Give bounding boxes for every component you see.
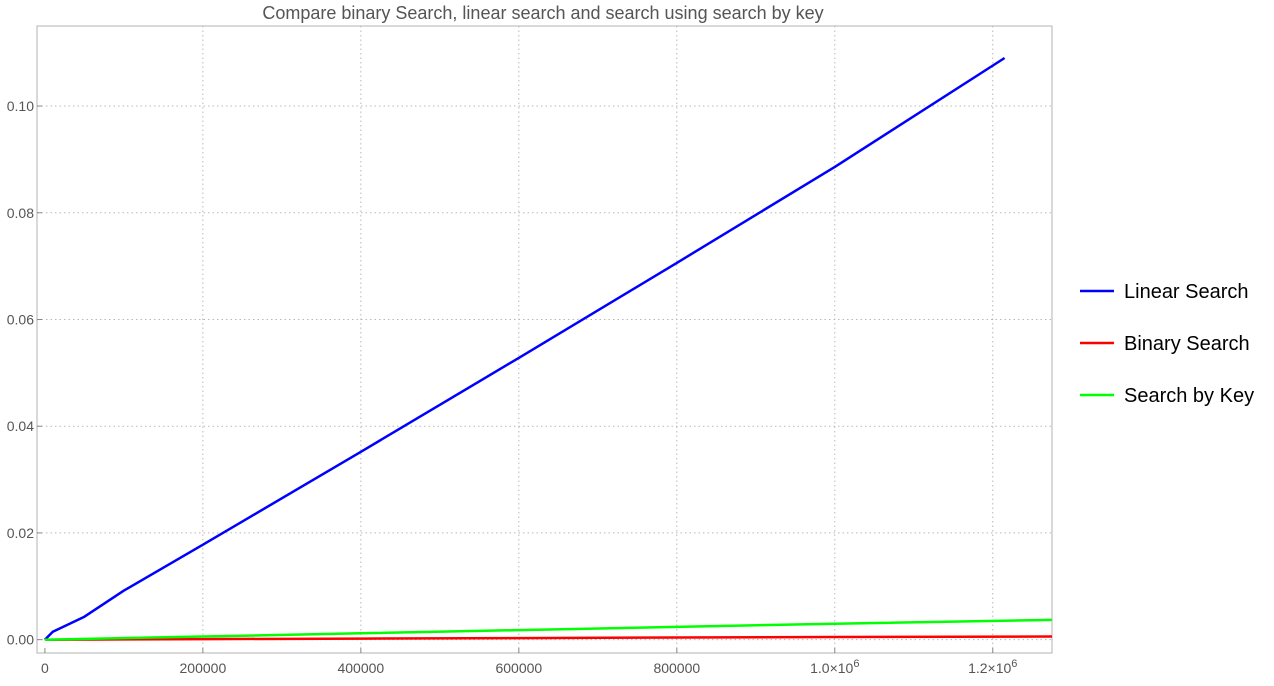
legend-label: Binary Search [1124, 333, 1250, 355]
y-tick-label: 0.08 [7, 205, 34, 221]
series-line-linear-search [44, 56, 1006, 641]
y-tick-label: 0.04 [7, 418, 34, 434]
x-tick-label: 600000 [495, 660, 542, 676]
legend-label: Linear Search [1124, 281, 1249, 303]
x-tick-label: 400000 [337, 660, 384, 676]
series-line-search-by-key [44, 618, 1053, 641]
x-tick-label: 800000 [653, 660, 700, 676]
series-line-binary-search [44, 635, 1053, 641]
legend: Linear Search Binary Search Search by Key [1080, 281, 1254, 407]
chart-title: Compare binary Search, linear search and… [262, 3, 823, 23]
plot-frame [36, 25, 1053, 654]
y-tick-label: 0.02 [7, 525, 34, 541]
series-lines [44, 56, 1053, 641]
axis-ticks: 0 200000 400000 600000 800000 1.0×106 1.2×106 0… [7, 98, 1018, 676]
x-tick-exponent: 6 [853, 658, 859, 670]
x-tick-label: 1.2×106 [968, 658, 1017, 676]
x-tick-label: 0 [41, 660, 49, 676]
x-tick-exponent: 6 [1011, 658, 1017, 670]
y-tick-label: 0.00 [7, 632, 34, 648]
legend-label: Search by Key [1124, 385, 1254, 407]
gridlines [37, 26, 1052, 653]
y-tick-label: 0.10 [7, 98, 34, 114]
x-tick-label: 200000 [180, 660, 227, 676]
y-tick-label: 0.06 [7, 311, 34, 327]
x-tick-label: 1.0×106 [810, 658, 859, 676]
